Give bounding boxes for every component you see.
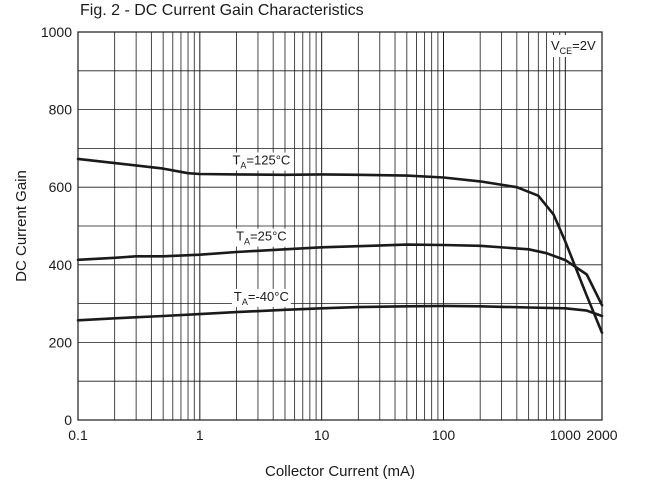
curve-label-0: TA=125°C — [230, 152, 293, 171]
chart-title: Fig. 2 - DC Current Gain Characteristics — [80, 2, 364, 19]
x-tick-label: 1000 — [550, 427, 581, 443]
label-subscript: A — [242, 297, 248, 307]
x-tick-label: 1 — [196, 427, 204, 443]
x-axis-label: Collector Current (mA) — [265, 463, 415, 480]
y-tick-label: 800 — [49, 102, 73, 118]
label-main: T — [234, 289, 242, 304]
y-tick-label: 600 — [49, 179, 73, 195]
curve-label-bg — [231, 288, 291, 307]
vce-condition-label: VCE=2V — [547, 35, 599, 57]
curves — [76, 157, 604, 334]
vce-condition-text: VCE=2V — [551, 38, 596, 56]
curve-label-text: TA=125°C — [232, 153, 290, 171]
label-main: T — [236, 229, 244, 244]
curve-label-bg — [234, 228, 289, 247]
series-line-0 — [76, 157, 604, 334]
y-axis-label: DC Current Gain — [13, 170, 30, 282]
label-subscript: A — [240, 161, 246, 171]
vce-condition-bg — [547, 35, 599, 57]
label-main: T — [232, 153, 240, 168]
label-rest: =-40°C — [248, 289, 289, 304]
label-rest: =25°C — [250, 229, 287, 244]
curve-labels: TA=125°CTA=25°CTA=-40°C — [230, 152, 293, 307]
label-main: V — [551, 38, 560, 53]
y-tick-label: 1000 — [41, 24, 72, 40]
x-tick-label: 100 — [432, 427, 456, 443]
x-tick-label: 10 — [314, 427, 330, 443]
plot-frame — [77, 31, 603, 421]
label-rest: =125°C — [246, 153, 290, 168]
series-line-1 — [76, 243, 604, 307]
tick-labels: 0 200 400 600 800 1000 0.1 1 10 100 1000 2000 — [41, 24, 618, 443]
label-subscript: A — [244, 237, 250, 247]
grid — [78, 32, 602, 420]
series-line-2 — [76, 304, 604, 322]
label-rest: =2V — [572, 38, 596, 53]
x-tick-label: 2000 — [586, 427, 617, 443]
y-tick-label: 200 — [49, 334, 73, 350]
curve-label-2: TA=-40°C — [231, 288, 291, 307]
curve-label-bg — [230, 152, 293, 171]
curve-label-1: TA=25°C — [234, 228, 289, 247]
curve-label-text: TA=25°C — [236, 229, 287, 247]
curve-label-text: TA=-40°C — [234, 289, 289, 307]
y-tick-label: 0 — [64, 412, 72, 428]
y-tick-label: 400 — [49, 257, 73, 273]
x-tick-label: 0.1 — [68, 427, 88, 443]
label-subscript: CE — [560, 46, 573, 56]
